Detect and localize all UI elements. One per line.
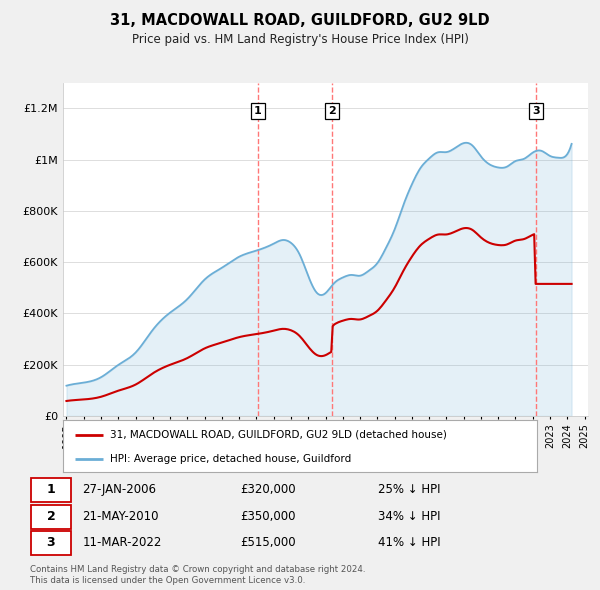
Text: 25% ↓ HPI: 25% ↓ HPI [378, 483, 440, 496]
Text: Price paid vs. HM Land Registry's House Price Index (HPI): Price paid vs. HM Land Registry's House … [131, 33, 469, 46]
Text: £320,000: £320,000 [240, 483, 295, 496]
Text: 11-MAR-2022: 11-MAR-2022 [82, 536, 162, 549]
Text: 27-JAN-2006: 27-JAN-2006 [82, 483, 157, 496]
Text: 31, MACDOWALL ROAD, GUILDFORD, GU2 9LD (detached house): 31, MACDOWALL ROAD, GUILDFORD, GU2 9LD (… [110, 430, 447, 440]
Text: 3: 3 [47, 536, 55, 549]
Text: 31, MACDOWALL ROAD, GUILDFORD, GU2 9LD: 31, MACDOWALL ROAD, GUILDFORD, GU2 9LD [110, 13, 490, 28]
Text: £515,000: £515,000 [240, 536, 295, 549]
Text: 2: 2 [328, 106, 336, 116]
Text: 41% ↓ HPI: 41% ↓ HPI [378, 536, 440, 549]
Text: 3: 3 [532, 106, 540, 116]
Text: 1: 1 [47, 483, 55, 496]
Text: HPI: Average price, detached house, Guildford: HPI: Average price, detached house, Guil… [110, 454, 352, 464]
Text: £350,000: £350,000 [240, 510, 295, 523]
FancyBboxPatch shape [31, 531, 71, 555]
Text: Contains HM Land Registry data © Crown copyright and database right 2024.
This d: Contains HM Land Registry data © Crown c… [30, 565, 365, 585]
FancyBboxPatch shape [31, 504, 71, 529]
Text: 34% ↓ HPI: 34% ↓ HPI [378, 510, 440, 523]
Text: 2: 2 [47, 510, 55, 523]
Text: 1: 1 [254, 106, 262, 116]
FancyBboxPatch shape [31, 478, 71, 502]
Text: 21-MAY-2010: 21-MAY-2010 [82, 510, 159, 523]
